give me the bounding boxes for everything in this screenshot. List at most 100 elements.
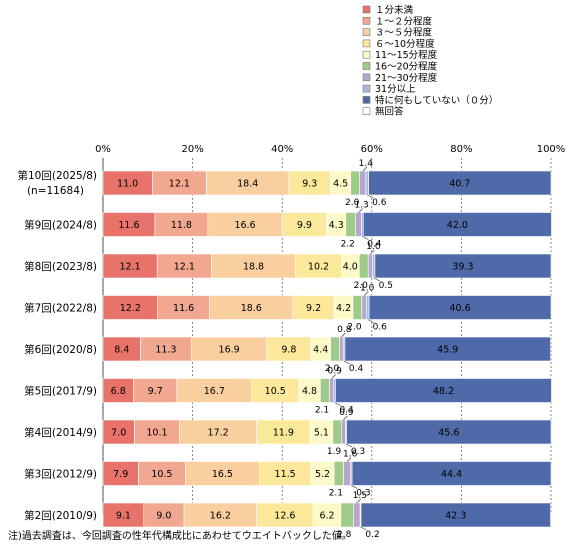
bar-segment	[151, 170, 207, 196]
data-label: 0.3	[356, 489, 370, 499]
bar-segment	[292, 295, 335, 320]
data-label: 0.5	[379, 281, 393, 291]
category-label: 第10回(2025/8)	[18, 169, 98, 182]
bar-segment	[154, 212, 209, 237]
data-label: 4.5	[333, 179, 348, 190]
bar-segment	[365, 170, 369, 196]
data-label: 45.6	[438, 428, 459, 439]
bar-segment	[281, 212, 327, 237]
leader-line	[343, 415, 348, 421]
data-label: 11.9	[273, 428, 294, 439]
leader-line	[341, 332, 346, 338]
legend-label: １～２分程度	[375, 15, 433, 27]
bar-segment	[362, 212, 552, 237]
legend-label: 21～30分程度	[375, 72, 438, 84]
data-label: 44.4	[441, 469, 462, 480]
bar-segment	[366, 295, 370, 320]
data-label: 16.2	[210, 511, 231, 522]
data-label: 0.2	[365, 530, 379, 540]
data-label: 9.0	[156, 511, 171, 522]
data-label: 0.9	[328, 367, 343, 377]
category-label: 第6回(2020/8)	[24, 343, 97, 356]
bar-segment	[341, 419, 346, 445]
data-label: 2.0	[347, 323, 362, 333]
data-label: 10.2	[308, 262, 329, 273]
data-label: 11.6	[118, 220, 139, 231]
data-label: 2.0	[345, 198, 360, 208]
data-label: 1.6	[343, 450, 358, 460]
data-label: 45.9	[437, 345, 458, 356]
category-sublabel: (n=11684)	[27, 185, 84, 197]
data-label: 18.4	[237, 179, 258, 190]
legend-swatch	[362, 73, 371, 82]
bar-segment	[102, 378, 134, 403]
data-label: 40.7	[449, 179, 470, 190]
bar-segment	[330, 336, 340, 362]
bar-segment	[156, 253, 212, 279]
legend-label: 16～20分程度	[375, 61, 438, 73]
bar-segment	[102, 336, 141, 362]
bar-segment	[344, 336, 551, 362]
leader-line	[367, 319, 374, 323]
category-label: 第7回(2022/8)	[24, 302, 97, 315]
data-label: 9.9	[297, 220, 312, 231]
data-label: 1.9	[327, 447, 342, 457]
data-label: 10.1	[146, 428, 167, 439]
bar-segment	[339, 336, 344, 362]
legend-label: １分未満	[375, 4, 414, 16]
category-label: 第4回(2014/9)	[24, 426, 97, 439]
bar-segment	[374, 253, 552, 279]
bar-segment	[259, 461, 312, 486]
bar-segment	[102, 461, 139, 486]
bar-segment	[372, 253, 376, 279]
bar-segment	[102, 212, 156, 237]
data-label: 11.8	[171, 220, 192, 231]
bar-segment	[312, 502, 342, 528]
data-label: 1.0	[360, 284, 375, 294]
bar-segment	[358, 253, 369, 279]
x-tick-label: 80%	[450, 144, 472, 155]
bar-segment	[352, 295, 363, 320]
bar-segment	[185, 461, 260, 486]
leader-line	[331, 374, 336, 379]
data-label: 17.2	[208, 428, 229, 439]
leader-line	[345, 443, 353, 448]
bar-segment	[353, 502, 361, 528]
bar-segment	[256, 419, 311, 445]
bar-segment	[134, 419, 180, 445]
leader-line	[346, 457, 352, 462]
legend-label: 31分以上	[375, 84, 416, 95]
data-label: 16.5	[212, 469, 233, 480]
data-label: 16.9	[219, 345, 240, 356]
data-label: 16.6	[234, 220, 255, 231]
data-label: 0.6	[372, 198, 387, 208]
data-label: 10.5	[151, 469, 172, 480]
bar-segment	[361, 295, 367, 320]
bar-segment	[335, 378, 552, 403]
bar-segment	[333, 461, 344, 486]
category-label: 第5回(2017/9)	[24, 385, 97, 398]
data-label: 18.6	[241, 303, 262, 314]
legend-swatch	[362, 16, 371, 25]
bar-segment	[360, 502, 551, 528]
x-tick-label: 20%	[181, 144, 203, 155]
bar-segment	[319, 378, 330, 403]
category-label: 第3回(2012/9)	[24, 468, 97, 481]
data-label: 12.1	[174, 262, 195, 273]
x-tick-label: 60%	[361, 144, 383, 155]
legend-label: 特に何もしていない（０分）	[375, 94, 498, 106]
data-label: 9.1	[116, 511, 131, 522]
data-label: 12.1	[120, 262, 141, 273]
leader-line	[373, 277, 380, 282]
data-label: 4.2	[336, 303, 351, 314]
legend-swatch	[362, 39, 371, 48]
category-label: 第9回(2024/8)	[24, 219, 97, 232]
data-label: 12.6	[274, 511, 295, 522]
bar-segment	[176, 378, 253, 403]
data-label: 40.6	[449, 303, 470, 314]
bar-segment	[207, 212, 283, 237]
bar-segment	[143, 502, 185, 528]
bar-segment	[266, 336, 312, 362]
bar-segment	[102, 295, 158, 320]
data-label: 16.7	[204, 386, 225, 397]
